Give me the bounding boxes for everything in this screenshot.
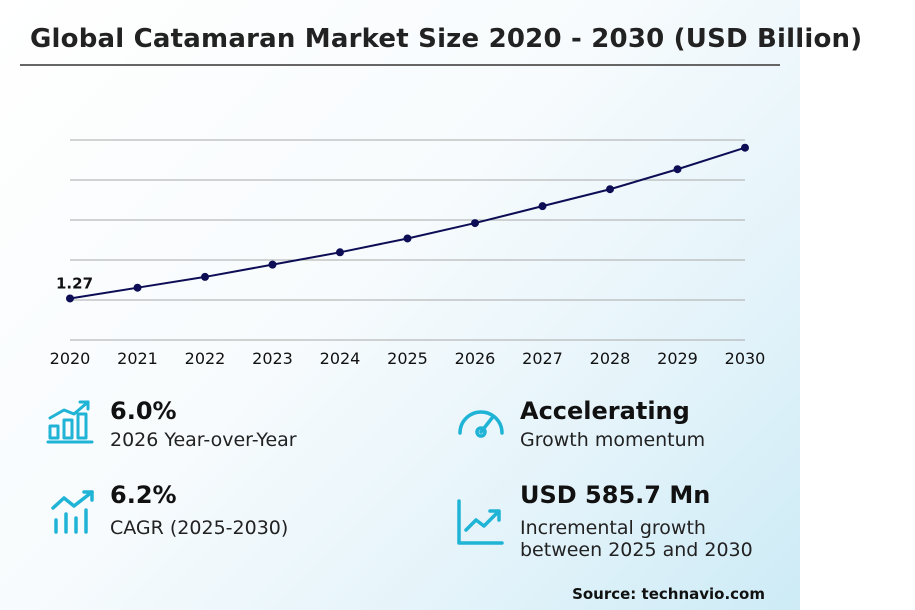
data-point [538, 202, 547, 211]
x-tick-label: 2028 [590, 349, 631, 368]
stat-value: Accelerating [520, 397, 690, 425]
line-chart: 2020 2021 2022 2023 2024 2025 2026 2027 2028 2029… [50, 139, 766, 368]
stat-description: CAGR (2025-2030) [110, 517, 289, 539]
data-point [201, 272, 209, 281]
x-tick-label: 2027 [522, 349, 563, 368]
speedometer-icon [458, 410, 504, 438]
stat-value: 6.0% [110, 397, 177, 425]
stat-description-line-2: between 2025 and 2030 [520, 539, 753, 561]
stat-value: 6.2% [110, 481, 177, 509]
chart-title: Global Catamaran Market Size 2020 - 2030… [30, 24, 863, 54]
x-tick-label: 2030 [725, 349, 766, 368]
stat-description: 2026 Year-over-Year [110, 429, 297, 451]
x-tick-label: 2021 [117, 349, 158, 368]
stat-description-line-1: Incremental growth [520, 517, 706, 539]
x-tick-label: 2025 [387, 349, 428, 368]
x-tick-label: 2022 [185, 349, 226, 368]
data-point [673, 165, 682, 174]
data-point [66, 294, 74, 303]
stat-description: Growth momentum [520, 429, 706, 451]
series-line [69, 146, 746, 300]
data-point [741, 143, 749, 152]
title-divider [20, 64, 780, 66]
data-point [336, 248, 344, 257]
data-point [133, 283, 142, 292]
bar-chart-growth-icon [46, 400, 94, 444]
trend-bars-icon [51, 490, 94, 534]
data-point [268, 260, 277, 269]
x-tick-label: 2029 [657, 349, 698, 368]
x-tick-label: 2026 [455, 349, 496, 368]
data-label: 1.27 [56, 274, 93, 292]
data-point [606, 185, 614, 194]
x-tick-label: 2024 [320, 349, 361, 368]
source-credit: Source: technavio.com [572, 585, 765, 603]
line-chart-up-icon [457, 499, 504, 545]
data-point [403, 234, 412, 243]
data-point [471, 219, 479, 228]
background-panel [0, 0, 800, 610]
x-tick-label: 2023 [252, 349, 293, 368]
x-tick-label: 2020 [50, 349, 91, 368]
stat-value: USD 585.7 Mn [520, 481, 711, 509]
